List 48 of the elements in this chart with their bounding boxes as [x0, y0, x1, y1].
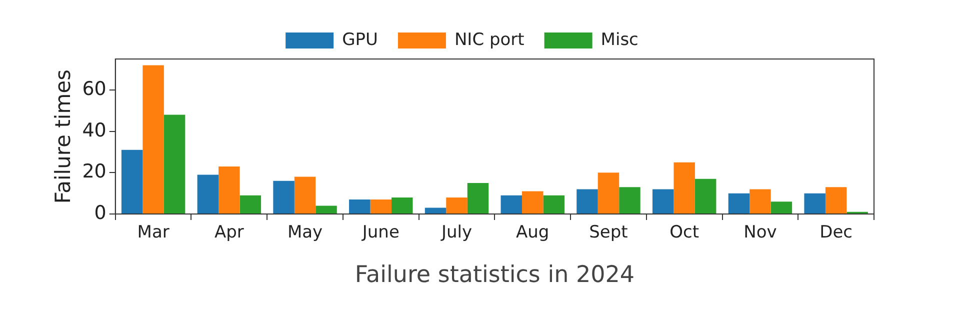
bar	[652, 189, 674, 214]
bar	[121, 150, 143, 214]
x-tick-label: Oct	[670, 222, 700, 243]
bar	[522, 191, 544, 214]
bar	[164, 114, 186, 214]
bar	[674, 162, 695, 214]
bar	[142, 65, 164, 214]
y-tick-label: 0	[94, 202, 106, 224]
bar	[424, 208, 446, 214]
y-axis-title: Failure times	[51, 69, 76, 204]
bar	[392, 197, 413, 214]
bar	[619, 187, 640, 214]
bar	[694, 178, 716, 214]
bar	[825, 187, 847, 214]
x-tick-label: May	[287, 222, 323, 243]
bar	[598, 172, 620, 214]
x-tick-label: Dec	[820, 222, 853, 243]
bar	[750, 189, 771, 214]
bar	[804, 193, 826, 214]
bar	[770, 202, 792, 214]
legend-label: NIC port	[454, 30, 525, 50]
x-tick-label: Nov	[744, 222, 777, 243]
bar	[467, 183, 489, 214]
bar	[294, 176, 316, 214]
legend-label: GPU	[342, 30, 378, 50]
bar	[197, 174, 219, 214]
x-tick-label: Mar	[137, 222, 170, 243]
x-tick-label: July	[440, 222, 472, 243]
x-tick-label: Aug	[516, 222, 550, 243]
bar	[500, 195, 522, 214]
x-tick-label: Apr	[214, 222, 244, 243]
x-tick-label: Sept	[589, 222, 628, 243]
bar	[273, 180, 294, 214]
y-tick-label: 20	[82, 160, 106, 183]
bar	[370, 200, 392, 214]
bar	[446, 197, 468, 214]
x-tick-label: June	[361, 222, 400, 243]
bar	[316, 206, 337, 214]
bar	[240, 195, 262, 214]
x-axis-title: Failure statistics in 2024	[354, 262, 635, 288]
legend-label: Misc	[600, 30, 638, 50]
bar	[218, 166, 240, 214]
y-tick-label: 40	[82, 119, 106, 142]
y-tick-label: 60	[82, 78, 106, 100]
bar	[543, 195, 564, 214]
bar	[349, 200, 370, 214]
bar	[576, 189, 598, 214]
bar	[728, 193, 750, 214]
